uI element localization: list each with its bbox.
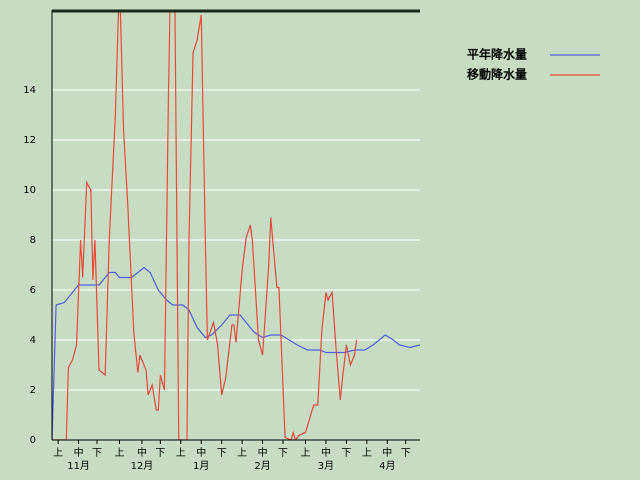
y-tick-label: 4 xyxy=(30,335,36,346)
y-tick-label: 6 xyxy=(30,285,36,296)
y-tick-label: 12 xyxy=(23,135,36,146)
x-tick-label: 上 xyxy=(237,447,247,459)
x-tick-label: 中 xyxy=(74,446,84,459)
month-label: 11月 xyxy=(67,460,90,472)
x-tick-label: 上 xyxy=(114,447,124,459)
y-tick-label: 8 xyxy=(30,235,36,246)
y-tick-label: 0 xyxy=(30,435,36,446)
y-tick-label: 14 xyxy=(23,85,36,96)
x-tick-label: 中 xyxy=(382,446,392,459)
plot-area xyxy=(52,10,420,440)
x-tick-label: 中 xyxy=(137,446,147,459)
x-tick-label: 中 xyxy=(258,446,268,459)
x-tick-label: 上 xyxy=(362,447,372,459)
labels: 02468101214上中下上中下上中下上中下上中下上中下11月 12月 1月 2月 3… xyxy=(23,47,600,472)
month-label: 2月 xyxy=(254,460,270,472)
x-tick-label: 下 xyxy=(217,448,227,459)
x-tick-label: 上 xyxy=(53,447,63,459)
month-label: 12月 xyxy=(131,460,154,472)
x-tick-label: 上 xyxy=(176,447,186,459)
y-tick-label: 10 xyxy=(23,185,36,196)
month-label: 1月 xyxy=(193,460,209,472)
x-tick-label: 下 xyxy=(341,448,351,459)
month-label: 4月 xyxy=(379,460,395,472)
x-tick-label: 下 xyxy=(278,448,288,459)
x-tick-label: 中 xyxy=(196,446,206,459)
legend-label: 移動降水量 xyxy=(467,67,527,82)
x-tick-label: 中 xyxy=(321,446,331,459)
x-tick-label: 下 xyxy=(401,448,411,459)
legend-label: 平年降水量 xyxy=(467,47,527,62)
y-tick-label: 2 xyxy=(30,385,36,396)
series-line xyxy=(52,10,358,440)
x-tick-label: 下 xyxy=(92,448,102,459)
series-line xyxy=(52,266,420,440)
x-tick-label: 上 xyxy=(301,447,311,459)
x-tick-label: 下 xyxy=(155,448,165,459)
month-label: 3月 xyxy=(318,460,334,472)
